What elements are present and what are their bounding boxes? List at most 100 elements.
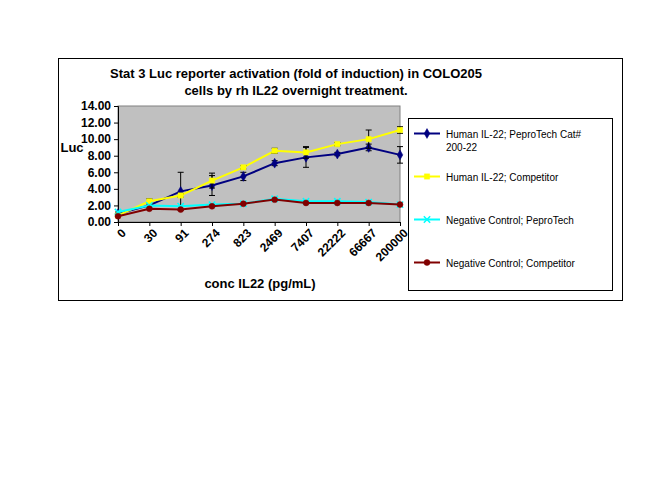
- legend-box: [409, 119, 613, 291]
- text-line: Human IL-22; PeproTech Cat#: [446, 129, 582, 140]
- x-tick-label: 200000: [373, 226, 411, 264]
- x-tick-label: 22222: [315, 226, 349, 260]
- data-point: [240, 172, 246, 182]
- y-tick-mark: [114, 189, 118, 190]
- error-bar: [178, 194, 184, 197]
- chart: Stat 3 Luc reporter activation (fold of …: [0, 0, 650, 502]
- legend-label: Negative Control; Competitor: [446, 258, 576, 269]
- data-point: [271, 196, 277, 202]
- text-line: cells by rh IL22 overnight treatment.: [184, 83, 407, 98]
- x-axis: 03091274823246974072222266667200000: [114, 222, 411, 264]
- y-axis-line: [114, 107, 119, 223]
- y-tick-mark: [114, 172, 118, 173]
- y-tick-mark: [114, 123, 118, 124]
- data-point: [178, 207, 184, 213]
- x-tick-label: 823: [230, 226, 254, 250]
- legend-marker: [424, 260, 430, 266]
- x-tick: 200000: [373, 222, 411, 264]
- x-tick: 2469: [257, 222, 286, 255]
- x-tick: 22222: [315, 222, 349, 259]
- series-line: [118, 130, 400, 215]
- x-tick-label: 30: [141, 226, 161, 246]
- data-point: [209, 203, 215, 209]
- chart-frame: [59, 59, 623, 301]
- legend-label: Human IL-22; PeproTech Cat# 200-22: [446, 129, 582, 153]
- legend-entry: Human IL-22; PeproTech Cat# 200-22: [414, 129, 582, 153]
- y-tick-label: 14.00: [81, 99, 111, 113]
- x-tick-label: 274: [199, 226, 223, 250]
- text-line: Negative Control; PeproTech: [446, 215, 574, 226]
- y-tick-mark: [114, 205, 118, 206]
- y-tick: 4.00: [88, 182, 118, 196]
- y-tick: 6.00: [88, 166, 118, 180]
- y-tick-mark: [114, 106, 118, 107]
- data-point: [272, 148, 277, 153]
- x-tick: 823: [230, 222, 254, 250]
- text-line: 200-22: [446, 142, 478, 153]
- error-bar: [209, 173, 215, 188]
- legend: Human IL-22; PeproTech Cat#200-22Human I…: [409, 119, 613, 291]
- x-tick: 91: [172, 222, 192, 245]
- error-bar: [397, 127, 403, 134]
- series-line: [118, 200, 400, 217]
- data-point: [366, 136, 371, 141]
- legend-label: Human IL-22; Competitor: [446, 172, 559, 183]
- data-point: [397, 127, 402, 132]
- legend-entry: Negative Control; PeproTech: [414, 215, 574, 226]
- data-point: [397, 201, 403, 207]
- error-bar: [240, 172, 246, 180]
- data-point: [240, 201, 246, 207]
- y-tick-mark: [114, 222, 118, 223]
- text-line: Negative Control; Competitor: [446, 258, 576, 269]
- data-point: [209, 178, 214, 183]
- data-point: [241, 165, 246, 170]
- y-tick-label: 8.00: [88, 149, 112, 163]
- y-axis: 0.00 2.00 4.00 6.00 8.00 10.00 12.00 14.00: [81, 99, 119, 229]
- x-tick-label: 2469: [257, 226, 286, 255]
- y-tick: 10.00: [81, 132, 118, 146]
- legend-marker: [424, 174, 429, 179]
- title: Stat 3 Luc reporter activation (fold of …: [110, 66, 482, 98]
- x-tick: 7407: [288, 222, 317, 255]
- data-point: [272, 158, 278, 168]
- error-bar: [334, 142, 340, 145]
- plot-area: [118, 106, 400, 222]
- data-point: [397, 150, 403, 160]
- data-point: [303, 150, 308, 155]
- x-axis-line: [119, 223, 401, 227]
- data-point: [334, 149, 340, 159]
- text-line: Stat 3 Luc reporter activation (fold of …: [110, 66, 482, 81]
- error-bar: [366, 130, 372, 148]
- data-point: [397, 202, 403, 208]
- y-tick-mark: [114, 139, 118, 140]
- data-point: [334, 200, 340, 206]
- data-point: [115, 213, 121, 219]
- y-tick-label: 0.00: [88, 215, 112, 229]
- x-tick: 30: [141, 222, 161, 245]
- y-tick-label: 4.00: [88, 182, 112, 196]
- data-point: [240, 201, 246, 207]
- y-tick: 12.00: [81, 116, 118, 130]
- error-bar: [240, 166, 246, 169]
- data-point: [115, 209, 121, 219]
- y-axis-title: Luc: [60, 140, 83, 155]
- y-tick: 8.00: [88, 149, 118, 163]
- data-point: [366, 200, 372, 206]
- legend-entry: Human IL-22; Competitor: [414, 172, 559, 183]
- x-tick-label: 91: [172, 226, 192, 246]
- y-tick: 14.00: [81, 99, 118, 113]
- error-bar: [178, 172, 184, 210]
- error-bar: [397, 147, 403, 164]
- legend-marker: [424, 129, 430, 139]
- error-bar: [272, 148, 278, 153]
- data-point: [365, 199, 371, 205]
- x-tick-label: 0: [114, 226, 129, 241]
- y-tick-mark: [114, 156, 118, 157]
- y-tick-label: 6.00: [88, 166, 112, 180]
- plot-marks: [115, 127, 403, 219]
- data-point: [335, 141, 340, 146]
- error-bar: [303, 147, 309, 159]
- y-tick-label: 10.00: [81, 132, 111, 146]
- y-tick: 2.00: [88, 199, 118, 213]
- legend-entry: Negative Control; Competitor: [414, 258, 576, 269]
